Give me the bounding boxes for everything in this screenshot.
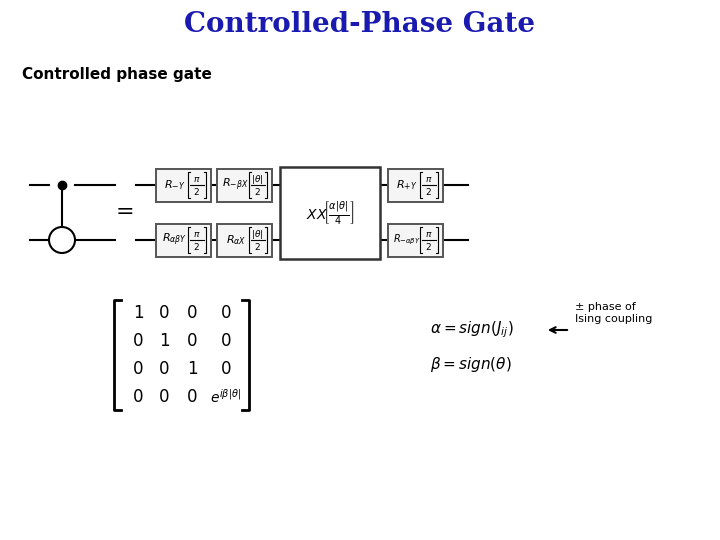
Bar <box>388 168 443 201</box>
Text: $R_{-\beta X}$: $R_{-\beta X}$ <box>222 177 249 193</box>
Text: $\pi$: $\pi$ <box>193 175 200 184</box>
Text: ± phase of
Ising coupling: ± phase of Ising coupling <box>575 302 652 324</box>
Text: 0: 0 <box>186 332 197 350</box>
Bar <box>217 168 272 201</box>
Text: $2$: $2$ <box>426 241 432 252</box>
Text: $\beta = sign(\theta)$: $\beta = sign(\theta)$ <box>430 355 512 375</box>
Text: $\pi$: $\pi$ <box>425 230 433 239</box>
Text: $R_{-\alpha\beta Y}$: $R_{-\alpha\beta Y}$ <box>392 233 420 247</box>
Text: =: = <box>116 202 135 222</box>
Bar <box>280 166 380 259</box>
Text: $R_{\alpha X}$: $R_{\alpha X}$ <box>225 233 246 247</box>
Bar <box>156 168 211 201</box>
Text: $XX\!\left[\frac{\alpha|\theta|}{4}\right]$: $XX\!\left[\frac{\alpha|\theta|}{4}\righ… <box>306 199 354 226</box>
Text: $R_{+Y}$: $R_{+Y}$ <box>396 178 418 192</box>
Text: $2$: $2$ <box>193 241 200 252</box>
Text: $2$: $2$ <box>193 186 200 197</box>
Text: $\pi$: $\pi$ <box>425 175 433 184</box>
Text: 0: 0 <box>221 360 231 379</box>
Text: 1: 1 <box>132 304 143 322</box>
Text: Controlled-Phase Gate: Controlled-Phase Gate <box>184 11 536 38</box>
Bar <box>217 224 272 256</box>
Text: 0: 0 <box>132 332 143 350</box>
Text: $R_{-Y}$: $R_{-Y}$ <box>164 178 186 192</box>
Text: $\pi$: $\pi$ <box>193 230 200 239</box>
Text: $|\theta|$: $|\theta|$ <box>251 228 264 241</box>
Text: 0: 0 <box>132 360 143 379</box>
Text: $\theta$: $\theta$ <box>58 233 67 247</box>
Text: 0: 0 <box>132 388 143 406</box>
Text: Controlled phase gate: Controlled phase gate <box>22 68 212 83</box>
Text: 0: 0 <box>186 304 197 322</box>
Text: $2$: $2$ <box>254 241 261 252</box>
Text: $e^{i\beta|\theta|}$: $e^{i\beta|\theta|}$ <box>210 388 242 406</box>
Text: $R_{\alpha\beta Y}$: $R_{\alpha\beta Y}$ <box>162 232 187 248</box>
Text: $2$: $2$ <box>254 186 261 197</box>
Text: 0: 0 <box>186 388 197 406</box>
Text: 0: 0 <box>158 388 169 406</box>
Text: $|\theta|$: $|\theta|$ <box>251 173 264 186</box>
Text: 0: 0 <box>158 304 169 322</box>
Text: 1: 1 <box>158 332 169 350</box>
Text: 0: 0 <box>221 304 231 322</box>
Text: $\alpha = sign(J_{ij})$: $\alpha = sign(J_{ij})$ <box>430 320 513 340</box>
Bar <box>388 224 443 256</box>
Text: 1: 1 <box>186 360 197 379</box>
Circle shape <box>49 227 75 253</box>
Bar <box>156 224 211 256</box>
Text: 0: 0 <box>221 332 231 350</box>
Text: $2$: $2$ <box>426 186 432 197</box>
Text: 0: 0 <box>158 360 169 379</box>
